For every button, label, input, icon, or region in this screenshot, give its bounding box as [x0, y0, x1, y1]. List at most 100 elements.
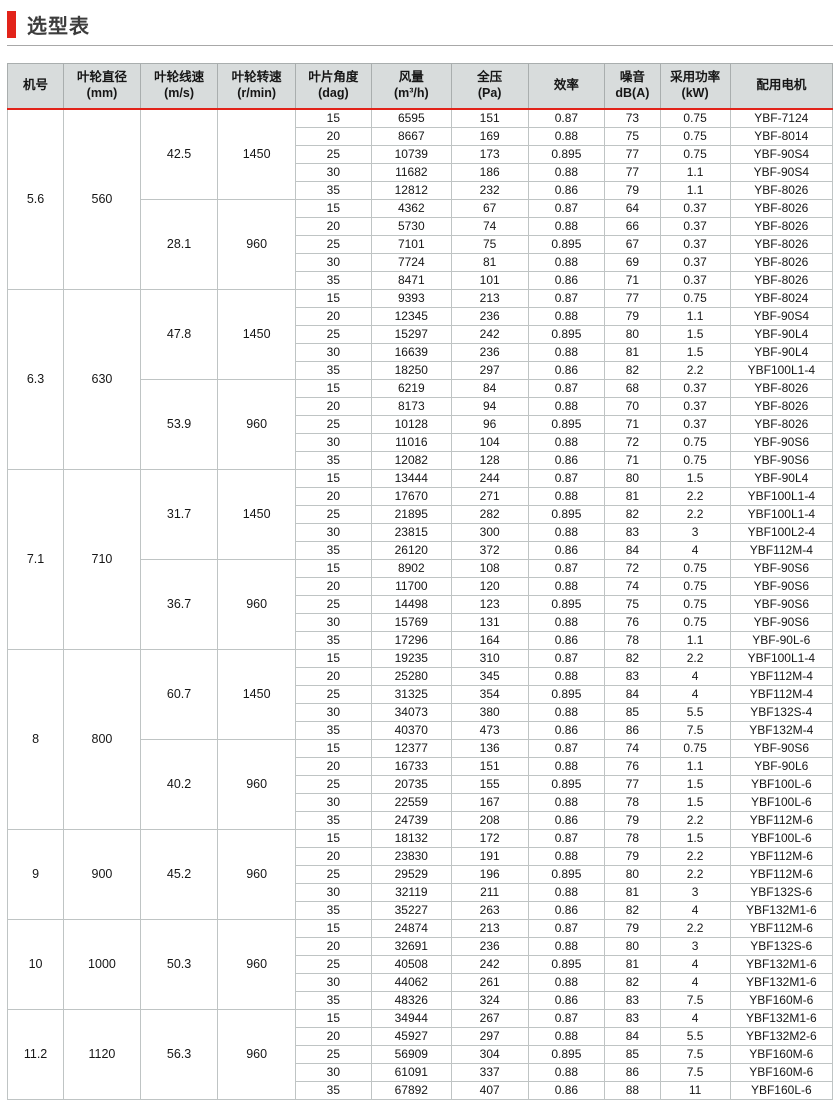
column-header: 叶片角度 (dag) — [294, 63, 372, 110]
efficiency-cell: 0.88 — [527, 847, 606, 866]
noise-cell: 79 — [604, 307, 661, 326]
efficiency-cell: 0.87 — [527, 379, 606, 398]
total-pressure-cell: 81 — [450, 253, 529, 272]
column-header: 效率 — [527, 63, 606, 110]
airflow-cell: 29529 — [370, 865, 452, 884]
column-header: 叶轮直径 (mm) — [63, 63, 141, 110]
power-cell: 0.37 — [659, 235, 731, 254]
blade-angle-cell: 15 — [294, 649, 372, 668]
total-pressure-cell: 211 — [450, 883, 529, 902]
airflow-cell: 11016 — [370, 433, 452, 452]
motor-cell: YBF132M1-6 — [729, 973, 834, 992]
blade-angle-cell: 20 — [294, 937, 372, 956]
blade-angle-cell: 35 — [294, 991, 372, 1010]
total-pressure-cell: 196 — [450, 865, 529, 884]
blade-angle-cell: 20 — [294, 397, 372, 416]
model-number-cell: 11.2 — [6, 1009, 65, 1100]
power-cell: 2.2 — [659, 865, 731, 884]
airflow-cell: 48326 — [370, 991, 452, 1010]
total-pressure-cell: 173 — [450, 145, 529, 164]
total-pressure-cell: 213 — [450, 289, 529, 308]
noise-cell: 82 — [604, 649, 661, 668]
total-pressure-cell: 136 — [450, 739, 529, 758]
motor-cell: YBF160M-6 — [729, 1045, 834, 1064]
noise-cell: 77 — [604, 145, 661, 164]
table-row: 20 8173 94 0.88 70 0.37 YBF-8026 — [8, 397, 834, 416]
total-pressure-cell: 108 — [450, 559, 529, 578]
table-row: 11.2 1120 56.3 960 15 34944 267 0.87 83 4 YBF132M1… — [6, 1009, 834, 1100]
power-cell: 0.75 — [659, 145, 731, 164]
rotation-speed-cell: 960 — [217, 379, 296, 470]
motor-cell: YBF112M-6 — [729, 847, 834, 866]
blade-angle-cell: 35 — [294, 541, 372, 560]
efficiency-cell: 0.86 — [527, 811, 606, 830]
power-cell: 0.75 — [659, 577, 731, 596]
motor-cell: YBF-90L4 — [729, 469, 834, 488]
efficiency-cell: 0.87 — [527, 1009, 606, 1028]
motor-cell: YBF160L-6 — [729, 1081, 834, 1100]
total-pressure-cell: 380 — [450, 703, 529, 722]
impeller-diameter-cell: 630 — [63, 289, 141, 470]
table-row: 10 1000 50.3 960 15 24874 213 0.87 79 2.2 YBF112M-… — [6, 919, 834, 1010]
blade-angle-cell: 15 — [294, 739, 372, 758]
total-pressure-cell: 324 — [450, 991, 529, 1010]
blade-angle-cell: 25 — [294, 955, 372, 974]
power-cell: 0.37 — [659, 397, 731, 416]
blade-angle-cell: 25 — [294, 505, 372, 524]
noise-cell: 71 — [604, 451, 661, 470]
efficiency-cell: 0.895 — [527, 955, 606, 974]
power-cell: 1.5 — [659, 829, 731, 848]
power-cell: 0.75 — [659, 127, 731, 146]
line-speed-cell: 53.9 — [139, 379, 219, 470]
airflow-cell: 32691 — [370, 937, 452, 956]
motor-cell: YBF100L-6 — [729, 775, 834, 794]
efficiency-cell: 0.895 — [527, 1045, 606, 1064]
efficiency-cell: 0.88 — [527, 343, 606, 362]
motor-cell: YBF-8026 — [729, 397, 834, 416]
blade-angle-cell: 30 — [294, 613, 372, 632]
total-pressure-cell: 213 — [450, 919, 529, 938]
noise-cell: 79 — [604, 811, 661, 830]
total-pressure-cell: 67 — [450, 199, 529, 218]
blade-angle-cell: 30 — [294, 793, 372, 812]
table-row: 35 12082 128 0.86 71 0.75 YBF-90S6 — [8, 451, 834, 470]
blade-angle-cell: 35 — [294, 1081, 372, 1100]
efficiency-cell: 0.895 — [527, 505, 606, 524]
total-pressure-cell: 236 — [450, 937, 529, 956]
power-cell: 2.2 — [659, 505, 731, 524]
airflow-cell: 32119 — [370, 883, 452, 902]
motor-cell: YBF100L-6 — [729, 829, 834, 848]
motor-cell: YBF132S-6 — [729, 883, 834, 902]
power-cell: 1.5 — [659, 343, 731, 362]
airflow-cell: 23830 — [370, 847, 452, 866]
column-header: 全压 (Pa) — [450, 63, 529, 110]
airflow-cell: 23815 — [370, 523, 452, 542]
airflow-cell: 24874 — [370, 919, 452, 938]
efficiency-cell: 0.88 — [527, 1063, 606, 1082]
power-cell: 0.75 — [659, 433, 731, 452]
noise-cell: 68 — [604, 379, 661, 398]
efficiency-cell: 0.895 — [527, 325, 606, 344]
noise-cell: 80 — [604, 469, 661, 488]
table-row: 30 7724 81 0.88 69 0.37 YBF-8026 — [8, 253, 834, 272]
header-row: 机号 叶轮直径 (mm) 叶轮线速 (m/s) 叶轮转速 (r/min) 叶片角度 (dag) 风… — [6, 63, 834, 110]
noise-cell: 86 — [604, 1063, 661, 1082]
noise-cell: 70 — [604, 397, 661, 416]
blade-angle-cell: 35 — [294, 631, 372, 650]
power-cell: 5.5 — [659, 703, 731, 722]
efficiency-cell: 0.88 — [527, 577, 606, 596]
motor-cell: YBF-90L4 — [729, 325, 834, 344]
power-cell: 1.1 — [659, 757, 731, 776]
blade-angle-cell: 25 — [294, 415, 372, 434]
efficiency-cell: 0.86 — [527, 271, 606, 290]
airflow-cell: 8471 — [370, 271, 452, 290]
power-cell: 7.5 — [659, 1045, 731, 1064]
airflow-cell: 10128 — [370, 415, 452, 434]
table-row: 20 8667 169 0.88 75 0.75 YBF-8014 — [8, 127, 834, 146]
efficiency-cell: 0.88 — [527, 397, 606, 416]
motor-cell: YBF-8026 — [729, 271, 834, 290]
total-pressure-cell: 164 — [450, 631, 529, 650]
power-cell: 11 — [659, 1081, 731, 1100]
airflow-cell: 44062 — [370, 973, 452, 992]
line-speed-cell: 31.7 — [139, 469, 219, 560]
